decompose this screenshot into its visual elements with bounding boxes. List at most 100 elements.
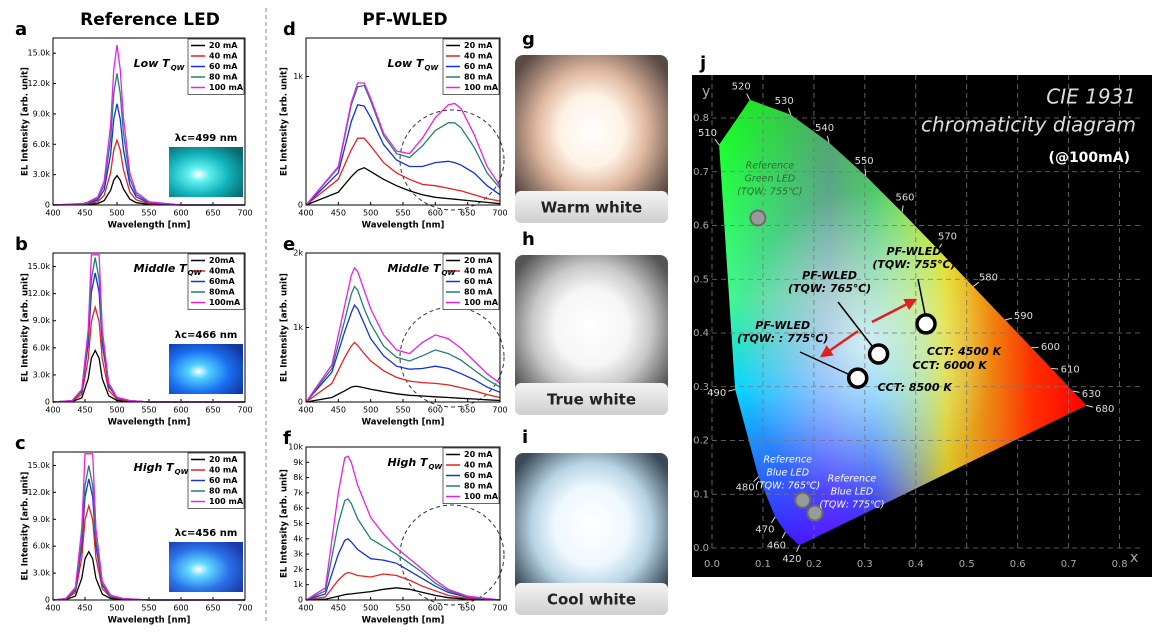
- legend-label: 40 mA: [209, 52, 238, 61]
- wavelength-label: 630: [1082, 389, 1101, 400]
- inset-label: λc=499 nm: [175, 133, 238, 144]
- x-tick-label: 600: [428, 406, 443, 415]
- x-axis-label: Wavelength [nm]: [362, 418, 445, 428]
- y-tick-label: 15.0k: [28, 262, 51, 271]
- y-tick-label: 0.4: [693, 328, 709, 339]
- chart-subtitle: chromaticity diagram: [921, 113, 1136, 137]
- x-axis-label: Wavelength [nm]: [362, 616, 445, 626]
- x-tick-label: 0.6: [1010, 559, 1026, 570]
- x-tick-label: 400: [298, 406, 313, 415]
- wavelength-label: 600: [1041, 342, 1060, 353]
- y-tick-label: 8k: [293, 473, 303, 482]
- x-tick-label: 600: [173, 209, 188, 218]
- annotation: High T: [387, 456, 429, 469]
- spectrum-line: [306, 168, 500, 205]
- point-label: (TQW: 755℃): [737, 186, 802, 197]
- wavelength-label: 480: [736, 482, 755, 493]
- x-tick-label: 550: [141, 604, 156, 613]
- legend-label: 40 mA: [464, 267, 493, 276]
- legend-label: 80 mA: [209, 73, 238, 82]
- x-tick-label: 700: [492, 209, 507, 218]
- x-tick-label: 400: [45, 406, 60, 415]
- legend-label: 20 mA: [209, 41, 238, 50]
- legend-label: 60 mA: [464, 471, 493, 480]
- y-axis-label: y: [702, 84, 710, 100]
- x-tick-label: 700: [492, 406, 507, 415]
- legend-label: 20mA: [209, 256, 235, 265]
- point-label: (TQW: 765℃): [755, 481, 820, 492]
- y-tick-label: 6k: [293, 504, 303, 513]
- spectrum-line: [306, 305, 500, 402]
- x-tick-label: 650: [460, 604, 475, 613]
- y-tick-label: 2k: [293, 565, 303, 574]
- legend-label: 80 mA: [209, 487, 238, 496]
- photo-caption: True white: [547, 391, 636, 409]
- x-tick-label: 500: [363, 406, 378, 415]
- y-tick-label: 3k: [293, 550, 303, 559]
- y-axis-label: EL Intensity [arb. unit]: [21, 67, 31, 176]
- point-label: Blue LED: [831, 487, 874, 498]
- wavelength-label: 560: [895, 193, 914, 204]
- inset-photo: [169, 542, 243, 592]
- y-axis-label: EL Intensity [arb. unit]: [280, 67, 290, 176]
- y-tick-label: 0.1: [693, 489, 709, 500]
- x-tick-label: 550: [395, 209, 410, 218]
- y-tick-label: 2k: [293, 249, 303, 258]
- y-axis-label: EL Intensity [arb. unit]: [280, 469, 290, 578]
- x-tick-label: 500: [363, 604, 378, 613]
- legend-label: 80 mA: [464, 482, 493, 491]
- legend-label: 40 mA: [209, 466, 238, 475]
- y-axis-label: EL Intensity [arb. unit]: [21, 471, 31, 580]
- legend-label: 100 mA: [209, 83, 244, 92]
- x-axis-label: Wavelength [nm]: [362, 221, 445, 231]
- point-label: PF-WLED: [802, 269, 857, 282]
- legend-label: 100 mA: [464, 83, 499, 92]
- panel-letter: h: [522, 229, 535, 250]
- y-tick-label: 12.0k: [28, 79, 51, 88]
- column-title: PF-WLED: [362, 10, 447, 30]
- x-tick-label: 450: [331, 209, 346, 218]
- x-tick-label: 500: [109, 209, 124, 218]
- x-tick-label: 700: [237, 209, 252, 218]
- inset-label: λc=466 nm: [175, 330, 238, 341]
- spectrum-line: [306, 539, 500, 600]
- panel-letter: d: [283, 19, 296, 40]
- legend-label: 100mA: [209, 298, 241, 307]
- point-label: Reference: [763, 455, 812, 466]
- annotation-subscript: QW: [188, 269, 202, 277]
- x-tick-label: 450: [77, 406, 92, 415]
- y-tick-label: 3.0k: [33, 170, 51, 179]
- x-tick-label: 0.0: [704, 559, 720, 570]
- cct-label: CCT: 6000 K: [912, 359, 988, 372]
- wavelength-tick: [1051, 368, 1058, 369]
- x-axis-label: Wavelength [nm]: [108, 418, 191, 428]
- inset-photo: [169, 147, 243, 197]
- x-tick-label: 650: [460, 406, 475, 415]
- y-tick-label: 1k: [293, 323, 303, 332]
- x-tick-label: 550: [141, 406, 156, 415]
- y-tick-label: 0.7: [693, 167, 709, 178]
- legend-label: 100 mA: [464, 298, 499, 307]
- spectrum-line: [306, 573, 500, 601]
- x-tick-label: 0.4: [908, 559, 924, 570]
- point-label: Reference: [828, 474, 877, 485]
- y-tick-label: 0.6: [693, 221, 709, 232]
- x-tick-label: 600: [428, 209, 443, 218]
- x-tick-label: 600: [428, 604, 443, 613]
- wavelength-label: 460: [767, 540, 786, 551]
- panel-letter: a: [15, 19, 27, 40]
- annotation-subscript: QW: [442, 269, 456, 277]
- annotation: Middle T: [387, 262, 442, 275]
- x-axis-label: x: [1130, 550, 1138, 566]
- wavelength-label: 680: [1095, 404, 1114, 415]
- annotation: High T: [134, 461, 176, 474]
- legend-label: 40 mA: [464, 461, 493, 470]
- wavelength-label: 580: [979, 273, 998, 284]
- x-tick-label: 550: [141, 209, 156, 218]
- legend-label: 60 mA: [464, 62, 493, 71]
- y-tick-label: 9.0k: [33, 316, 51, 325]
- x-tick-label: 0.5: [959, 559, 975, 570]
- chromaticity-point: [750, 210, 765, 225]
- y-tick-label: 10k: [288, 443, 303, 452]
- wavelength-label: 610: [1061, 365, 1080, 376]
